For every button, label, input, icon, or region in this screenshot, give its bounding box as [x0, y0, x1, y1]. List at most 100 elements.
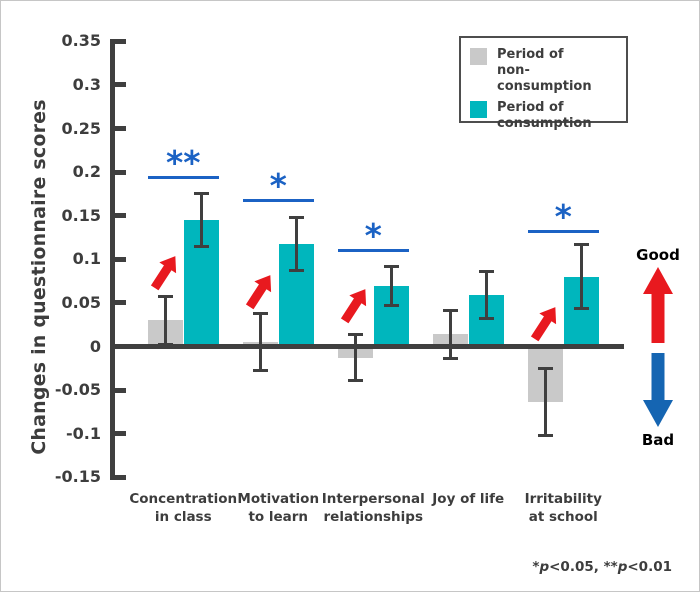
error-bar-cap: [383, 304, 399, 308]
error-bar-line: [259, 313, 262, 371]
significance-line: [148, 176, 219, 180]
error-bar-cap: [538, 367, 553, 371]
significance-asterisk: **: [165, 143, 201, 183]
error-bar-cap: [348, 379, 363, 383]
error-bar-line: [544, 368, 547, 437]
category-label: Joy of life: [413, 490, 523, 508]
category-label-line: relationships: [323, 509, 424, 525]
consumption-swatch-icon: [470, 101, 487, 118]
error-bar-line: [354, 334, 357, 382]
category-label-line: to learn: [248, 509, 309, 525]
good-up-arrow-icon: [643, 267, 673, 343]
significance-asterisk: *: [269, 166, 287, 206]
error-bar-cap: [288, 215, 304, 219]
y-axis-tick: [112, 38, 126, 44]
error-bar-cap: [193, 245, 209, 249]
improvement-red-arrow-icon: [336, 284, 373, 327]
y-axis-tick-label: -0.05: [54, 380, 101, 400]
bad-label: Bad: [641, 431, 675, 449]
footnote-fragment: <0.01: [627, 559, 672, 575]
category-label: Interpersonal relationships: [318, 490, 428, 526]
significance-footnote: *p<0.05, **p<0.01: [532, 559, 672, 575]
error-bar-line: [389, 266, 393, 307]
y-axis-tick-label: 0.35: [61, 31, 101, 51]
y-axis-tick-label: 0.05: [61, 292, 101, 312]
category-label-line: in class: [154, 509, 212, 525]
y-axis-tick: [112, 256, 126, 262]
error-bar-cap: [478, 269, 494, 273]
y-axis-tick-label: 0.25: [61, 118, 101, 138]
footnote-fragment: *: [532, 559, 540, 575]
category-label-line: Interpersonal: [321, 491, 425, 507]
error-bar-line: [294, 216, 298, 271]
y-axis-tick: [112, 300, 126, 306]
error-bar-cap: [538, 434, 553, 438]
y-axis-tick-label: -0.15: [54, 467, 101, 487]
error-bar-line: [579, 244, 583, 309]
y-axis-tick-label: 0.15: [61, 205, 101, 225]
non-consumption-swatch-icon: [470, 48, 487, 65]
footnote-fragment: p: [617, 559, 628, 575]
y-axis-tick: [112, 213, 126, 219]
significance-line: [528, 229, 599, 233]
error-bar-cap: [573, 307, 589, 310]
y-axis-tick: [112, 82, 126, 88]
error-bar-cap: [288, 268, 304, 272]
category-label: Irritability at school: [508, 490, 618, 526]
significance-line: [338, 248, 409, 252]
error-bar-cap: [253, 368, 268, 372]
good-label: Good: [636, 246, 680, 264]
significance-line: [243, 199, 314, 203]
category-label-line: Motivation: [237, 491, 320, 507]
legend-item-non-consumption: Period of non-consumption: [470, 47, 618, 95]
y-axis-tick: [112, 431, 126, 437]
error-bar-cap: [478, 317, 494, 321]
bad-down-arrow-icon: [643, 353, 673, 427]
legend-item-consumption: Period of consumption: [470, 100, 618, 132]
y-axis-tick: [112, 169, 126, 175]
improvement-red-arrow-icon: [526, 302, 563, 345]
error-bar-cap: [193, 192, 209, 196]
error-bar-cap: [443, 308, 458, 312]
y-axis-tick-label: 0.3: [72, 74, 101, 94]
y-axis-tick-label: -0.1: [66, 423, 101, 443]
error-bar-cap: [253, 312, 268, 316]
y-axis-tick: [112, 387, 126, 393]
category-label-line: Concentration: [129, 491, 238, 507]
significance-asterisk: *: [554, 196, 572, 236]
legend-label-line: non-consumption: [497, 63, 592, 94]
y-axis-tick: [112, 474, 126, 480]
error-bar-cap: [573, 243, 589, 247]
y-axis-tick-label: 0.2: [72, 162, 101, 182]
legend-label-line: Period of: [497, 47, 564, 62]
category-label: Concentration in class: [128, 490, 238, 526]
error-bar-line: [449, 309, 452, 359]
chart-legend: Period of non-consumption Period of cons…: [459, 36, 628, 131]
category-label-line: Irritability: [524, 491, 602, 507]
category-label: Motivation to learn: [223, 490, 333, 526]
zero-baseline: [112, 344, 624, 349]
footnote-fragment: <0.05,: [549, 559, 604, 575]
error-bar-cap: [443, 356, 458, 360]
error-bar-cap: [348, 333, 363, 337]
y-axis-tick-label: 0: [89, 336, 101, 356]
error-bar-cap: [383, 265, 399, 269]
footnote-fragment: **: [603, 559, 618, 575]
error-bar-line: [484, 270, 488, 320]
legend-label-line: Period of: [497, 100, 564, 115]
footnote-fragment: p: [539, 559, 550, 575]
error-bar-line: [164, 295, 167, 345]
error-bar-line: [199, 193, 203, 248]
y-axis-tick: [112, 126, 126, 131]
error-bar-cap: [158, 342, 173, 346]
category-label-line: at school: [528, 509, 598, 525]
category-label-line: Joy of life: [432, 491, 505, 507]
legend-label-line: consumption: [497, 116, 592, 131]
improvement-red-arrow-icon: [146, 251, 183, 294]
significance-asterisk: *: [364, 215, 382, 255]
improvement-red-arrow-icon: [241, 270, 278, 313]
error-bar-cap: [158, 294, 173, 298]
y-axis-tick-label: 0.1: [72, 249, 101, 269]
